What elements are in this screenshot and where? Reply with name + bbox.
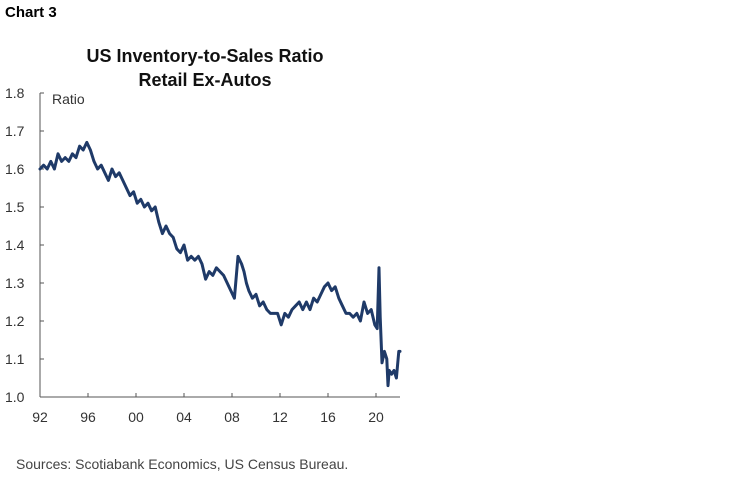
x-tick-label: 04	[176, 409, 192, 425]
y-tick-label: 1.4	[5, 237, 25, 253]
y-tick-label: 1.3	[5, 275, 25, 291]
chart-title-line-1: US Inventory-to-Sales Ratio	[86, 46, 324, 66]
y-tick-label: 1.2	[5, 313, 25, 329]
x-tick-label: 20	[368, 409, 384, 425]
x-tick-label: 08	[224, 409, 240, 425]
chart-number-label: Chart 3	[5, 4, 57, 21]
x-tick-label: 92	[32, 409, 48, 425]
y-tick-label: 1.6	[5, 161, 25, 177]
y-tick-label: 1.0	[5, 389, 25, 405]
y-axis-unit-label: Ratio	[52, 91, 85, 107]
y-tick-label: 1.5	[5, 199, 25, 215]
x-tick-label: 16	[320, 409, 336, 425]
axes	[39, 92, 400, 398]
source-note: Sources: Scotiabank Economics, US Census…	[16, 456, 349, 472]
tick-labels: 1.0 1.1 1.2 1.3 1.4 1.5 1.6 1.7 1.8 92 96 00 04 08 12 1…	[5, 85, 384, 425]
y-tick-label: 1.7	[5, 123, 25, 139]
x-tick-label: 96	[80, 409, 96, 425]
x-tick-label: 00	[128, 409, 144, 425]
series-line	[38, 140, 402, 388]
y-tick-label: 1.1	[5, 351, 25, 367]
y-tick-label: 1.8	[5, 85, 25, 101]
series	[38, 140, 402, 388]
chart-title-line-2: Retail Ex-Autos	[138, 70, 272, 90]
chart-title: US Inventory-to-Sales Ratio Retail Ex-Au…	[40, 44, 370, 92]
x-tick-label: 12	[272, 409, 288, 425]
